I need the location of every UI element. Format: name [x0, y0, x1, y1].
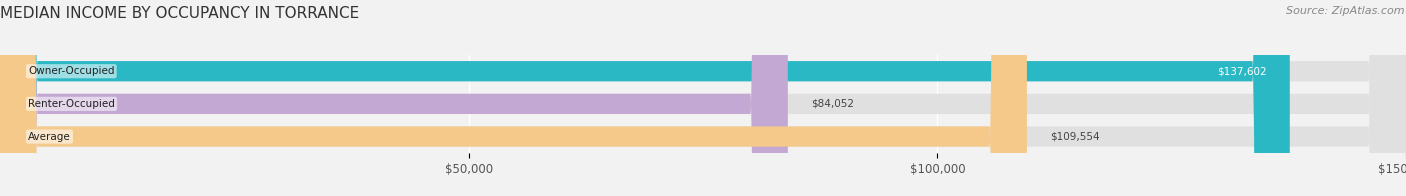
FancyBboxPatch shape [0, 0, 1026, 196]
Text: Owner-Occupied: Owner-Occupied [28, 66, 115, 76]
Text: $137,602: $137,602 [1216, 66, 1267, 76]
Text: MEDIAN INCOME BY OCCUPANCY IN TORRANCE: MEDIAN INCOME BY OCCUPANCY IN TORRANCE [0, 6, 360, 21]
Text: Renter-Occupied: Renter-Occupied [28, 99, 115, 109]
Text: Average: Average [28, 132, 70, 142]
Text: $84,052: $84,052 [811, 99, 855, 109]
Text: Source: ZipAtlas.com: Source: ZipAtlas.com [1286, 6, 1405, 16]
FancyBboxPatch shape [0, 0, 1289, 196]
Text: $109,554: $109,554 [1050, 132, 1099, 142]
FancyBboxPatch shape [0, 0, 787, 196]
